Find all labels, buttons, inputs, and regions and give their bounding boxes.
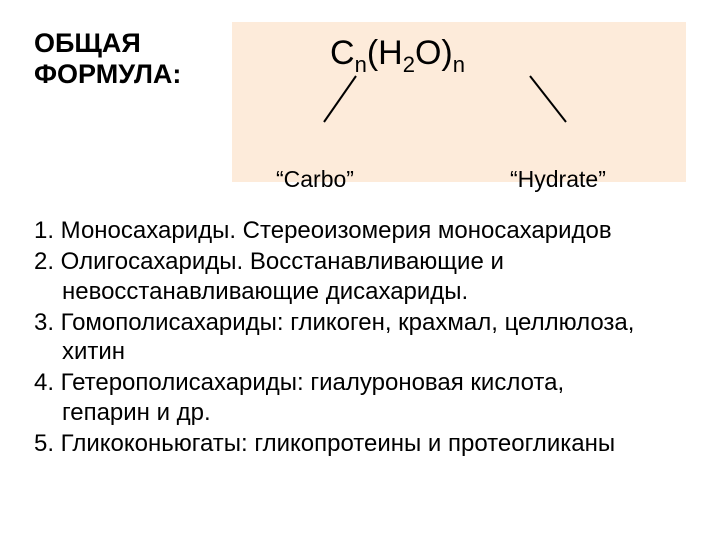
list-line: гепарин и др. <box>34 398 686 427</box>
list-line: хитин <box>34 337 686 366</box>
formula-branches <box>250 74 668 134</box>
list-item: 1. Моносахариды. Стереоизомерия моносаха… <box>34 216 686 245</box>
list-line: 4. Гетерополисахариды: гиалуроновая кисл… <box>34 368 686 397</box>
branch-left <box>324 76 356 122</box>
list-item: 2. Олигосахариды. Восстанавливающие инев… <box>34 247 686 306</box>
label-carbo: “Carbo” <box>276 166 354 193</box>
list-line: 5. Гликоконьюгаты: гликопротеины и проте… <box>34 429 686 458</box>
list-line: 2. Олигосахариды. Восстанавливающие и <box>34 247 686 276</box>
header-block: ОБЩАЯ ФОРМУЛА: Cn(H2O)n “Carbo” “Hydrate… <box>34 22 686 182</box>
branch-right <box>530 76 566 122</box>
title-box: ОБЩАЯ ФОРМУЛА: <box>34 22 214 90</box>
list-line: 1. Моносахариды. Стереоизомерия моносаха… <box>34 216 686 245</box>
title-line2: ФОРМУЛА: <box>34 59 214 90</box>
list-line: 3. Гомополисахариды: гликоген, крахмал, … <box>34 308 686 337</box>
list-item: 3. Гомополисахариды: гликоген, крахмал, … <box>34 308 686 367</box>
list-line: невосстанавливающие дисахариды. <box>34 277 686 306</box>
formula-inner: Cn(H2O)n “Carbo” “Hydrate” <box>250 34 668 166</box>
slide: ОБЩАЯ ФОРМУЛА: Cn(H2O)n “Carbo” “Hydrate… <box>0 0 720 540</box>
title-line1: ОБЩАЯ <box>34 28 214 59</box>
formula-panel: Cn(H2O)n “Carbo” “Hydrate” <box>232 22 686 182</box>
list-item: 4. Гетерополисахариды: гиалуроновая кисл… <box>34 368 686 427</box>
topic-list: 1. Моносахариды. Стереоизомерия моносаха… <box>34 216 686 458</box>
list-item: 5. Гликоконьюгаты: гликопротеины и проте… <box>34 429 686 458</box>
formula-text: Cn(H2O)n <box>330 34 465 78</box>
label-hydrate: “Hydrate” <box>510 166 606 193</box>
